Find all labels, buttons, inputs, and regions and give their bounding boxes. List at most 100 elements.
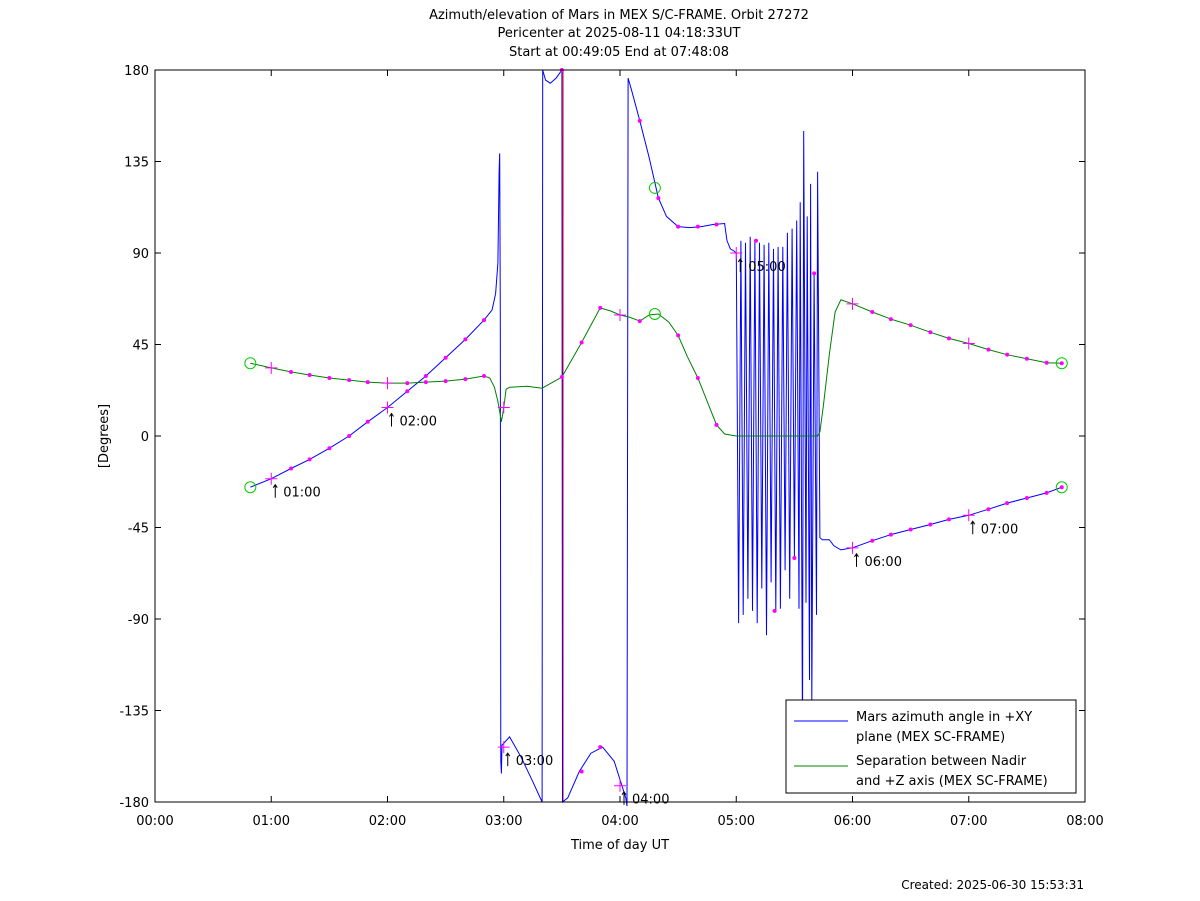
hour-marker-label: 03:00 — [516, 754, 553, 769]
sample-dot — [289, 466, 294, 471]
sample-dot — [365, 419, 370, 424]
x-axis-label: Time of day UT — [570, 838, 669, 853]
hour-cross — [265, 361, 278, 374]
sample-dot — [888, 317, 893, 322]
hour-cross — [730, 247, 743, 259]
hour-pointer-icon — [970, 520, 976, 535]
sample-dot — [656, 196, 661, 201]
sample-dot — [812, 271, 817, 276]
sample-dot — [870, 309, 875, 314]
hour-cross — [381, 377, 394, 390]
sample-dot — [888, 532, 893, 537]
hour-marker-label: 04:00 — [632, 793, 669, 808]
sample-dot — [986, 347, 991, 352]
sample-dot — [327, 446, 332, 451]
x-tick-label: 02:00 — [369, 814, 406, 829]
endpoint-circle — [244, 481, 257, 494]
x-tick-labels: 00:00 01:00 02:00 03:00 04:00 05:00 06:00 07:00… — [136, 814, 1103, 829]
sample-dot — [908, 527, 913, 532]
sample-dot — [1044, 490, 1049, 495]
y-tick-label: -135 — [119, 705, 149, 720]
chart-subtitle-2: Start at 00:49:05 End at 07:48:08 — [509, 45, 729, 60]
endpoint-circle — [648, 308, 661, 320]
sample-dot — [637, 319, 642, 324]
sample-dot — [327, 376, 332, 381]
sample-dot — [695, 224, 700, 229]
hour-cross — [265, 472, 278, 485]
sample-dot — [1005, 352, 1010, 357]
marker-layer: 01:00 02:00 03:00 04:00 05:00 06:00 07:00 — [244, 68, 1068, 808]
sample-dot — [637, 118, 642, 123]
legend-label-separation-line2: and +Z axis (MEX SC-FRAME) — [856, 774, 1048, 789]
sample-dot — [463, 377, 468, 382]
sample-dot — [423, 380, 428, 385]
sample-dot — [463, 337, 468, 342]
y-tick-label: -90 — [128, 613, 149, 628]
hour-marker-label: 01:00 — [283, 486, 320, 501]
sample-dot — [986, 507, 991, 512]
endpoint-circle — [1055, 357, 1068, 370]
x-tick-label: 05:00 — [718, 814, 755, 829]
sample-dot — [405, 389, 410, 394]
sample-dot — [928, 330, 933, 335]
chart-subtitle: Pericenter at 2025-08-11 04:18:33UT — [497, 26, 740, 41]
x-tick-label: 04:00 — [601, 814, 638, 829]
sample-dot — [792, 556, 797, 560]
endpoint-circle — [648, 181, 661, 194]
sample-dot — [908, 323, 913, 328]
sample-dot — [365, 380, 370, 385]
sample-dot — [928, 522, 933, 527]
sample-dot — [1059, 485, 1064, 490]
sample-dot — [307, 373, 312, 377]
sample-dot — [347, 434, 352, 438]
sample-dot — [676, 333, 681, 338]
sample-dot — [695, 376, 700, 381]
sample-dot — [559, 375, 564, 380]
hour-cross — [497, 401, 510, 414]
sample-dot — [1005, 501, 1010, 506]
sample-dot — [772, 608, 777, 613]
y-tick-label: 0 — [141, 430, 149, 445]
hour-cross — [381, 401, 394, 414]
sample-dot — [1024, 496, 1029, 501]
endpoint-circle — [244, 357, 257, 370]
sample-dot — [676, 224, 681, 229]
sample-dot — [598, 305, 603, 310]
y-tick-label: -45 — [128, 522, 149, 537]
hour-pointer-icon — [505, 752, 511, 767]
legend-label-separation-line1: Separation between Nadir — [856, 754, 1027, 769]
sample-dot — [714, 222, 719, 227]
legend: Mars azimuth angle in +XY plane (MEX SC-… — [785, 699, 1077, 794]
series-line-0 — [250, 68, 1062, 807]
axis-ticks — [154, 69, 1086, 803]
sample-dot — [870, 538, 875, 543]
sample-dot — [405, 381, 410, 386]
sample-dot — [946, 517, 951, 522]
hour-marker-label: 02:00 — [400, 415, 437, 430]
hour-cross — [846, 297, 859, 310]
sample-dot — [347, 378, 352, 383]
series-layer — [250, 68, 1062, 807]
endpoint-circle — [1055, 481, 1068, 494]
created-timestamp: Created: 2025-06-30 15:53:31 — [901, 878, 1084, 892]
sample-dot — [443, 379, 448, 384]
legend-box — [785, 699, 1077, 794]
sample-dot — [579, 769, 584, 774]
x-tick-label: 00:00 — [136, 814, 173, 829]
hour-pointer-icon — [389, 412, 394, 427]
hour-marker-label: 06:00 — [865, 555, 902, 570]
x-tick-label: 06:00 — [834, 814, 871, 829]
hour-pointer-icon — [621, 790, 627, 805]
x-tick-label: 01:00 — [253, 814, 290, 829]
y-tick-label: 90 — [132, 247, 149, 262]
hour-cross — [614, 309, 626, 322]
sample-dot — [1024, 356, 1029, 361]
y-tick-label: 135 — [124, 156, 149, 171]
sample-dot — [754, 238, 759, 243]
sample-dot — [307, 457, 312, 462]
y-tick-labels: 180 135 90 45 0 -45 -90 -135 -180 — [119, 64, 149, 811]
sample-dot — [598, 745, 603, 750]
series-line-1 — [250, 299, 1062, 437]
sample-dot — [1044, 360, 1049, 365]
hour-cross — [962, 509, 975, 522]
